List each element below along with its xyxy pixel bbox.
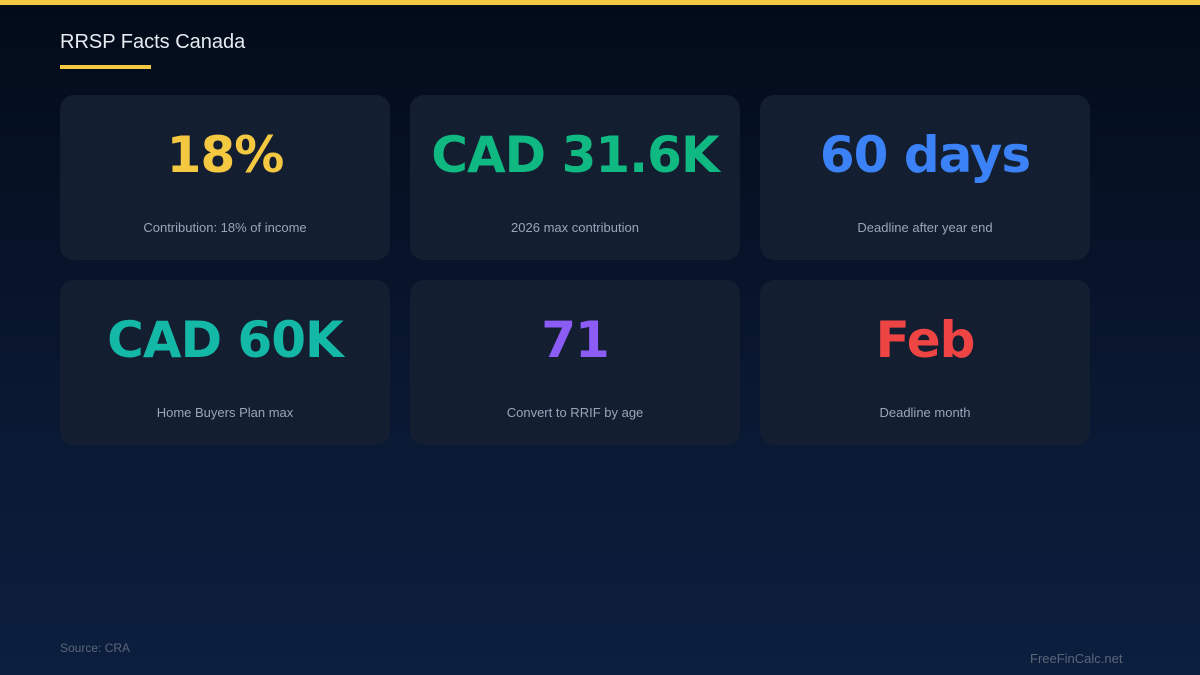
page-title: RRSP Facts Canada [60,31,246,53]
title-underline [60,65,151,69]
stat-value: Feb [875,311,976,369]
stat-card: 60 days Deadline after year end [760,95,1090,260]
stat-label: Home Buyers Plan max [156,405,294,420]
stat-card: CAD 60K Home Buyers Plan max [60,280,390,445]
stat-label: Convert to RRIF by age [506,405,644,420]
stat-card: Feb Deadline month [760,280,1090,445]
brand-watermark: FreeFinCalc.net [1030,651,1123,666]
stat-label: Deadline month [879,405,971,420]
stat-card: 71 Convert to RRIF by age [410,280,740,445]
stat-value: 18% [166,126,285,184]
stat-card: 18% Contribution: 18% of income [60,95,390,260]
stat-label: Deadline after year end [857,220,993,235]
stat-card: CAD 31.6K 2026 max contribution [410,95,740,260]
top-accent-bar [0,0,1200,5]
stat-label: Contribution: 18% of income [143,220,307,235]
source-note: Source: CRA [60,641,131,655]
stat-value: 71 [541,311,610,369]
stat-value: 60 days [819,126,1031,184]
stat-value: CAD 31.6K [431,126,719,184]
stat-label: 2026 max contribution [511,220,639,235]
stat-value: CAD 60K [107,311,344,369]
